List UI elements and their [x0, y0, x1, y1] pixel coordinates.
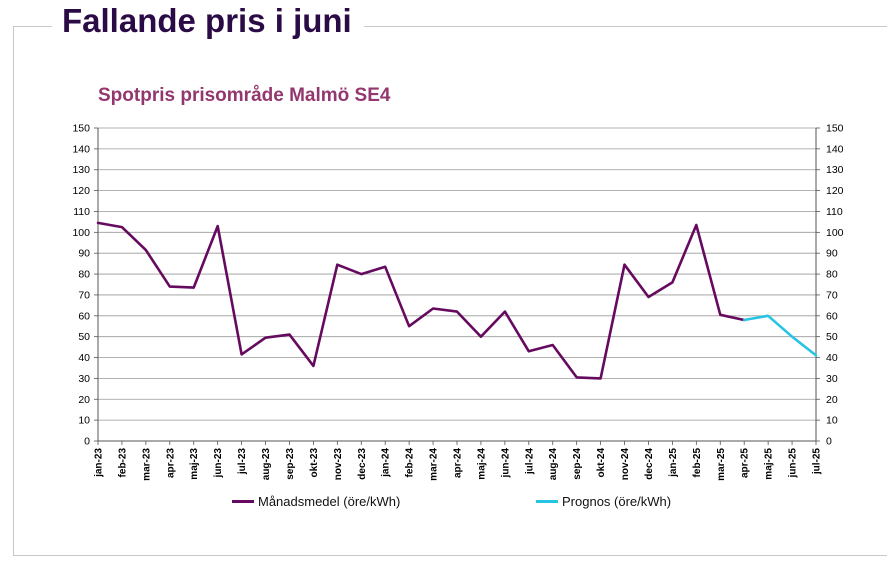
chart-title: Spotpris prisområde Malmö SE4	[98, 85, 391, 106]
x-tick-label: feb-25	[692, 448, 703, 478]
y-tick-label: 100	[72, 227, 90, 239]
y-tick-label-right: 30	[826, 373, 838, 385]
series-line-forecast	[742, 314, 818, 357]
x-tick-label: jun-24	[500, 448, 511, 479]
x-tick-label: jul-25	[812, 448, 823, 476]
y-tick-label: 10	[78, 415, 90, 427]
legend-item-monthly: Månadsmedel (öre/kWh)	[232, 494, 400, 509]
x-tick-label: jan-25	[668, 448, 679, 478]
x-tick-label: okt-24	[596, 448, 607, 478]
legend-swatch-monthly	[232, 500, 254, 503]
y-tick-label-right: 150	[826, 123, 844, 135]
gridlines	[98, 127, 816, 421]
axes	[97, 128, 817, 442]
y-axis-left: 0 10 20 30 40 50 60 70 80 90 100 110 120 130 140 150	[72, 123, 98, 448]
y-tick-label: 40	[78, 352, 90, 364]
x-tick-label: apr-23	[165, 448, 176, 478]
x-tick-label: feb-24	[405, 448, 416, 478]
y-tick-label: 120	[72, 185, 90, 197]
slide-heading: Fallande pris i juni	[52, 0, 364, 42]
y-tick-label: 30	[78, 373, 90, 385]
y-tick-label-right: 40	[826, 352, 838, 364]
x-tick-label: sep-24	[572, 448, 583, 480]
x-tick-label: aug-23	[261, 448, 272, 481]
x-axis: jan-23 feb-23 mar-23 apr-23 maj-23 jun-23 jul-…	[94, 441, 823, 481]
x-tick-label: mar-23	[141, 448, 152, 481]
y-tick-label: 80	[78, 269, 90, 281]
y-axis-right: 0 10 20 30 40 50 60 70 80 90 100 110 120 130 140 150	[816, 123, 844, 448]
legend-label-forecast: Prognos (öre/kWh)	[562, 494, 672, 509]
legend-swatch-forecast	[536, 500, 558, 503]
x-tick-label: aug-24	[548, 448, 559, 481]
x-tick-label: jul-23	[237, 448, 248, 476]
y-tick-label: 60	[78, 310, 90, 322]
y-tick-label: 110	[73, 206, 90, 218]
y-tick-label: 130	[72, 164, 90, 176]
x-tick-label: dec-23	[357, 448, 368, 480]
x-tick-label: apr-24	[453, 448, 464, 478]
x-tick-label: nov-23	[333, 448, 344, 481]
x-tick-label: jan-24	[381, 448, 392, 478]
x-tick-label: dec-24	[644, 448, 655, 480]
y-tick-label: 150	[72, 123, 90, 135]
series-line-monthly	[96, 221, 746, 380]
y-tick-label-right: 130	[826, 164, 844, 176]
y-tick-label-right: 140	[826, 143, 844, 155]
x-tick-label: mar-24	[429, 448, 440, 481]
y-tick-label-right: 110	[826, 206, 843, 218]
y-tick-label-right: 120	[826, 185, 844, 197]
y-tick-label-right: 10	[826, 415, 838, 427]
x-tick-label: okt-23	[309, 448, 320, 478]
x-tick-label: maj-24	[476, 448, 487, 480]
x-tick-label: feb-23	[117, 448, 128, 478]
y-tick-label: 70	[78, 289, 90, 301]
y-tick-label-right: 20	[826, 394, 838, 406]
y-tick-label-right: 70	[826, 289, 838, 301]
y-tick-label-right: 0	[826, 436, 832, 448]
series-lines	[96, 221, 818, 380]
x-tick-label: nov-24	[620, 448, 631, 481]
x-tick-label: mar-25	[716, 448, 727, 481]
x-tick-label: jun-25	[788, 448, 799, 479]
x-tick-label: maj-23	[189, 448, 200, 480]
x-tick-label: jun-23	[213, 448, 224, 479]
legend-label-monthly: Månadsmedel (öre/kWh)	[258, 494, 401, 509]
y-tick-label-right: 80	[826, 269, 838, 281]
x-tick-label: sep-23	[285, 448, 296, 480]
y-tick-label-right: 50	[826, 331, 838, 343]
y-tick-label-right: 100	[826, 227, 844, 239]
y-tick-label: 90	[78, 248, 90, 260]
x-tick-label: maj-25	[764, 448, 775, 480]
legend-item-forecast: Prognos (öre/kWh)	[536, 494, 671, 509]
y-tick-label: 20	[78, 394, 90, 406]
slide-frame	[13, 26, 887, 556]
y-tick-label-right: 90	[826, 248, 838, 260]
y-tick-label: 50	[78, 331, 90, 343]
y-tick-label-right: 60	[826, 310, 838, 322]
x-tick-label: apr-25	[740, 448, 751, 478]
x-tick-label: jan-23	[94, 448, 105, 478]
y-tick-label: 0	[84, 436, 90, 448]
y-tick-label: 140	[72, 143, 90, 155]
x-tick-label: jul-24	[524, 448, 535, 476]
